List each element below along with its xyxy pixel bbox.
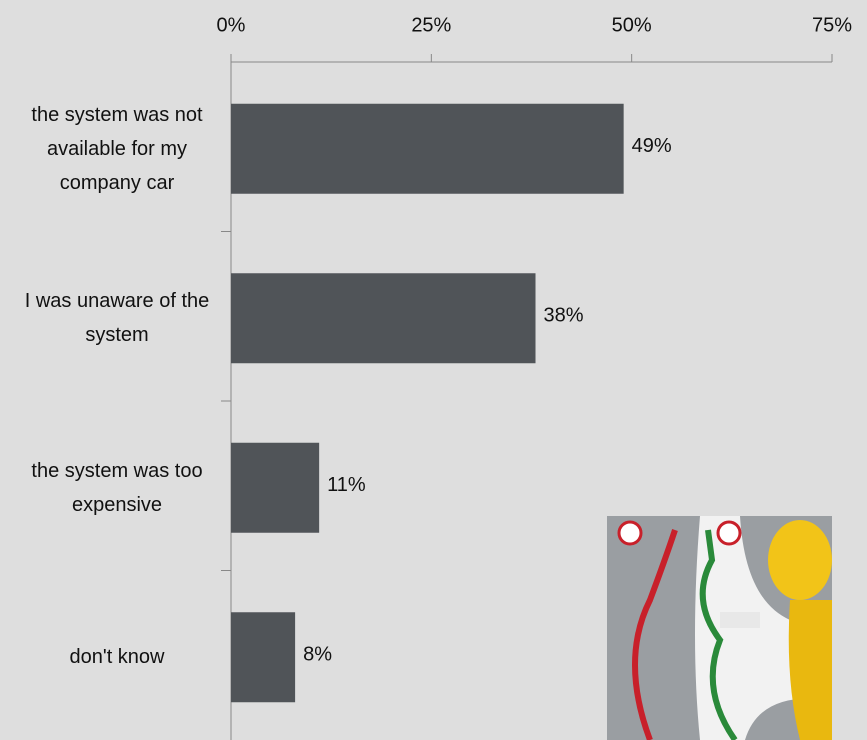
bar <box>231 103 624 194</box>
category-label: the system was not available for my comp… <box>31 103 203 194</box>
bar <box>231 442 320 533</box>
x-tick-label: 25% <box>411 14 451 36</box>
x-tick-label: 75% <box>812 14 852 36</box>
category-label: the system was too expensive <box>31 459 203 516</box>
value-label: 38% <box>544 305 584 327</box>
x-tick-label: 50% <box>612 14 652 36</box>
value-label: 49% <box>632 135 672 157</box>
inset-illustration <box>607 516 832 740</box>
category-label: I was unaware of the system <box>24 290 210 347</box>
value-label: 8% <box>303 644 332 666</box>
x-tick-label: 0% <box>217 14 246 36</box>
bar <box>231 612 296 703</box>
value-label: 11% <box>327 474 366 496</box>
category-label: don't know <box>69 646 165 669</box>
bar <box>231 273 536 364</box>
